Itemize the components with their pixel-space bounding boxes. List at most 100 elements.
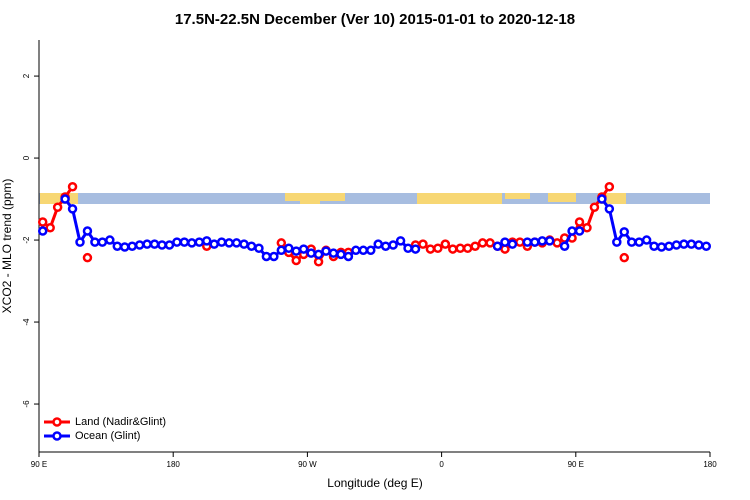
- point: [589, 202, 600, 213]
- x-tick-label: 90 E: [568, 460, 584, 469]
- legend-marker: [52, 417, 62, 427]
- point: [142, 239, 152, 249]
- chart-title: 17.5N-22.5N December (Ver 10) 2015-01-01…: [175, 11, 575, 28]
- x-tick-label: 90 W: [298, 460, 317, 469]
- y-tick-label: -6: [22, 400, 31, 408]
- point: [127, 241, 137, 251]
- point: [276, 238, 287, 248]
- point: [664, 241, 674, 251]
- point: [552, 238, 562, 248]
- point: [567, 226, 577, 236]
- point: [37, 226, 48, 236]
- point: [492, 241, 503, 251]
- point: [254, 243, 264, 254]
- point: [477, 238, 488, 248]
- point: [164, 240, 175, 250]
- point: [604, 204, 615, 214]
- point: [641, 235, 652, 245]
- point: [612, 237, 622, 247]
- point: [306, 248, 316, 258]
- point: [231, 238, 242, 248]
- point: [701, 241, 712, 251]
- point: [686, 239, 697, 249]
- point: [246, 241, 257, 251]
- point: [313, 249, 324, 260]
- point: [395, 236, 406, 246]
- x-tick-label: 180: [703, 460, 717, 469]
- y-tick-label: -2: [22, 236, 31, 244]
- point: [97, 237, 108, 247]
- point: [269, 251, 279, 262]
- point: [313, 257, 324, 267]
- point: [336, 249, 346, 260]
- point: [619, 227, 630, 237]
- point: [82, 226, 93, 236]
- point: [559, 241, 570, 251]
- point: [604, 182, 615, 192]
- x-axis-label: Longitude (deg E): [327, 476, 422, 490]
- point: [462, 243, 473, 254]
- point: [82, 252, 93, 263]
- point: [403, 243, 413, 254]
- point: [149, 239, 160, 249]
- legend-label: Land (Nadir&Glint): [75, 416, 166, 428]
- y-axis-label: XCO2 - MLO trend (ppm): [0, 179, 14, 314]
- y-tick-label: 2: [22, 73, 31, 78]
- y-tick-label: -4: [22, 318, 31, 326]
- point: [179, 237, 190, 247]
- point: [544, 236, 555, 246]
- point: [410, 244, 421, 254]
- point: [291, 255, 301, 266]
- point: [634, 237, 644, 247]
- point: [425, 244, 436, 254]
- point: [216, 237, 227, 247]
- point: [358, 245, 369, 256]
- point: [500, 237, 510, 247]
- point: [418, 239, 428, 249]
- point: [626, 237, 637, 247]
- point: [105, 235, 115, 245]
- point: [694, 240, 704, 250]
- point: [52, 202, 63, 213]
- point: [574, 226, 585, 236]
- point: [649, 241, 659, 251]
- point: [507, 239, 518, 249]
- point: [485, 238, 495, 248]
- point: [67, 182, 78, 192]
- point: [455, 243, 465, 254]
- point: [433, 243, 443, 254]
- point: [45, 223, 55, 233]
- point: [119, 242, 130, 252]
- point: [37, 217, 48, 227]
- point: [366, 245, 376, 256]
- point: [134, 240, 145, 250]
- point: [276, 245, 287, 256]
- point: [202, 236, 212, 246]
- point: [298, 244, 309, 254]
- point: [470, 241, 480, 251]
- point: [679, 239, 689, 249]
- point: [172, 237, 182, 247]
- point: [380, 241, 391, 251]
- point: [187, 238, 197, 248]
- point: [582, 223, 592, 233]
- point: [60, 194, 70, 204]
- point: [351, 245, 361, 256]
- y-tick-label: 0: [22, 155, 31, 160]
- point: [619, 252, 630, 263]
- point: [261, 251, 272, 262]
- x-tick-label: 180: [167, 460, 181, 469]
- legend-label: Ocean (Glint): [75, 430, 140, 442]
- point: [388, 240, 398, 250]
- legend-marker: [52, 431, 62, 441]
- point: [440, 239, 451, 249]
- point: [75, 237, 85, 247]
- point: [67, 204, 78, 214]
- point: [328, 248, 339, 258]
- x-tick-label: 90 E: [31, 460, 47, 469]
- point: [90, 237, 100, 247]
- point: [656, 242, 667, 252]
- point: [373, 239, 383, 249]
- point: [284, 243, 294, 254]
